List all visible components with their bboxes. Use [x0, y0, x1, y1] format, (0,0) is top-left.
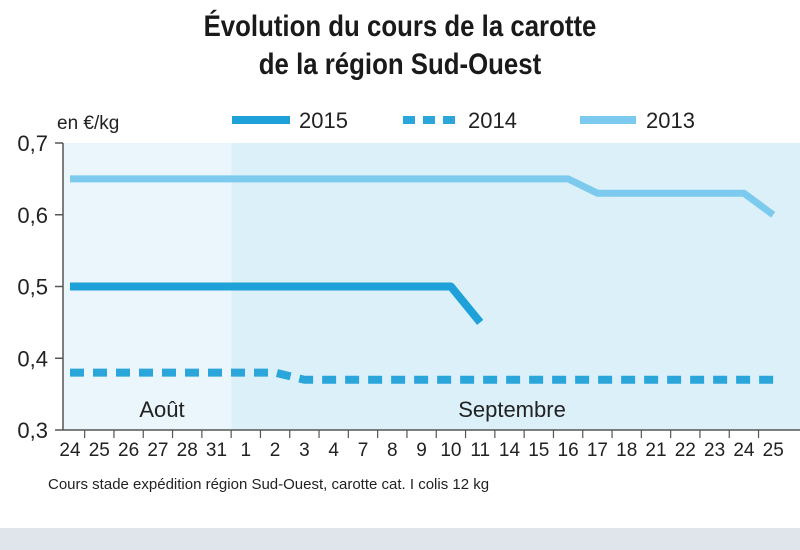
- chart-title: Évolution du cours de la carotte de la r…: [56, 8, 744, 84]
- x-tick-label: 11: [470, 440, 490, 461]
- chart-title-line-1: Évolution du cours de la carotte: [203, 10, 597, 43]
- x-tick-label: 9: [416, 440, 427, 461]
- x-tick-label: 16: [558, 440, 579, 461]
- chart-title-line-2: de la région Sud-Ouest: [258, 48, 542, 81]
- y-tick-label: 0,6: [17, 203, 48, 228]
- unit-label: en €/kg: [57, 113, 119, 134]
- x-tick-label: 31: [206, 440, 227, 461]
- x-tick-label: 2: [270, 440, 281, 461]
- x-tick-label: 1: [241, 440, 252, 461]
- x-tick-label: 7: [358, 440, 369, 461]
- x-tick-label: 14: [499, 440, 521, 461]
- x-tick-label: 25: [763, 440, 784, 461]
- x-tick-label: 25: [89, 440, 110, 461]
- x-tick-label: 21: [645, 440, 666, 461]
- x-tick-label: 10: [440, 440, 461, 461]
- series-line-2013: [70, 175, 776, 218]
- x-tick-label: 24: [733, 440, 755, 461]
- x-tick-label: 22: [675, 440, 696, 461]
- x-tick-label: 27: [147, 440, 168, 461]
- footnote: Cours stade expédition région Sud-Ouest,…: [48, 476, 489, 493]
- x-tick-label: 3: [299, 440, 310, 461]
- x-tick-label: 26: [118, 440, 139, 461]
- y-tick-label: 0,5: [17, 275, 48, 300]
- x-tick-label: 8: [387, 440, 398, 461]
- x-tick-label: 28: [177, 440, 198, 461]
- legend-label-2014: 2014: [468, 108, 517, 133]
- x-tick-label: 17: [587, 440, 608, 461]
- y-tick-label: 0,4: [17, 346, 48, 371]
- month-label: Août: [139, 397, 184, 422]
- series-line-2014: [70, 368, 774, 384]
- x-tick-label: 18: [616, 440, 637, 461]
- y-tick-label: 0,7: [17, 131, 48, 156]
- month-label: Septembre: [458, 397, 566, 422]
- legend-label-2015: 2015: [299, 108, 348, 133]
- x-tick-label: 24: [59, 440, 81, 461]
- series-line-2015: [70, 282, 484, 325]
- legend-label-2013: 2013: [646, 108, 695, 133]
- x-tick-label: 4: [328, 440, 339, 461]
- line-chart: 0,30,40,50,60,724 25 26 27 28 31 1 2 3 4 7 8 9 10 11 14…: [17, 108, 800, 493]
- x-tick-label: 15: [528, 440, 549, 461]
- bottom-band: [0, 528, 800, 550]
- y-tick-label: 0,3: [17, 418, 48, 443]
- x-tick-label: 23: [704, 440, 725, 461]
